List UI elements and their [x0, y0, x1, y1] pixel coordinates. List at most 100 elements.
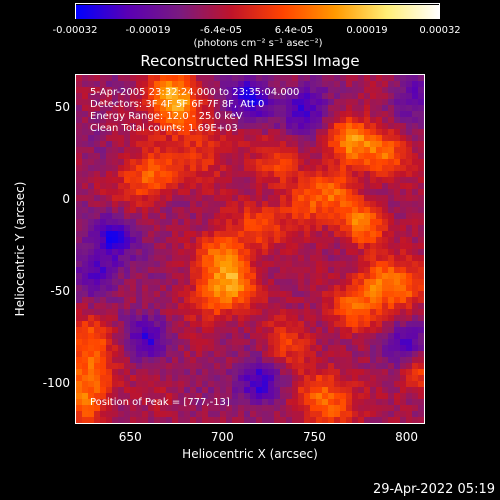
heatmap-cell — [274, 219, 281, 226]
heatmap-cell — [304, 357, 311, 364]
heatmap-cell — [382, 303, 389, 310]
heatmap-cell — [112, 159, 119, 166]
heatmap-cell — [334, 363, 341, 370]
heatmap-cell — [400, 345, 407, 352]
heatmap-cell — [178, 315, 185, 322]
heatmap-cell — [118, 135, 125, 142]
heatmap-cell — [214, 183, 221, 190]
heatmap-cell — [232, 339, 239, 346]
heatmap-cell — [214, 267, 221, 274]
heatmap-cell — [178, 339, 185, 346]
heatmap-cell — [250, 249, 257, 256]
heatmap-cell — [298, 219, 305, 226]
heatmap-cell — [280, 147, 287, 154]
heatmap-cell — [382, 99, 389, 106]
heatmap-cell — [196, 249, 203, 256]
heatmap-cell — [352, 93, 359, 100]
heatmap-cell — [364, 183, 371, 190]
heatmap-cell — [106, 417, 113, 423]
heatmap-cell — [250, 321, 257, 328]
heatmap-cell — [274, 339, 281, 346]
heatmap-cell — [178, 285, 185, 292]
heatmap-cell — [244, 267, 251, 274]
heatmap-cell — [382, 135, 389, 142]
heatmap-cell — [76, 279, 83, 286]
heatmap-cell — [376, 165, 383, 172]
heatmap-cell — [382, 147, 389, 154]
heatmap-cell — [160, 231, 167, 238]
heatmap-cell — [352, 411, 359, 418]
heatmap-cell — [316, 405, 323, 412]
heatmap-cell — [334, 231, 341, 238]
heatmap-cell — [130, 207, 137, 214]
heatmap-cell — [250, 351, 257, 358]
heatmap-cell — [328, 189, 335, 196]
heatmap-cell — [280, 237, 287, 244]
heatmap-cell — [376, 405, 383, 412]
heatmap-cell — [160, 411, 167, 418]
heatmap-cell — [82, 117, 89, 124]
heatmap-cell — [148, 201, 155, 208]
heatmap-cell — [100, 147, 107, 154]
heatmap-cell — [292, 237, 299, 244]
heatmap-cell — [208, 273, 215, 280]
heatmap-cell — [316, 237, 323, 244]
heatmap-cell — [238, 387, 245, 394]
heatmap-cell — [346, 399, 353, 406]
heatmap-cell — [190, 117, 197, 124]
heatmap-cell — [316, 279, 323, 286]
heatmap-cell — [136, 231, 143, 238]
heatmap-cell — [112, 87, 119, 94]
heatmap-cell — [358, 249, 365, 256]
heatmap-cell — [130, 153, 137, 160]
heatmap-cell — [298, 171, 305, 178]
heatmap-cell — [112, 129, 119, 136]
heatmap-cell — [370, 237, 377, 244]
heatmap-cell — [382, 315, 389, 322]
heatmap-cell — [406, 321, 413, 328]
heatmap-cell — [154, 141, 161, 148]
image-plot-area: 5-Apr-2005 23:32:24.000 to 23:35:04.000 … — [75, 74, 425, 424]
heatmap-cell — [124, 135, 131, 142]
heatmap-cell — [160, 129, 167, 136]
heatmap-cell — [238, 297, 245, 304]
heatmap-cell — [244, 225, 251, 232]
heatmap-cell — [202, 357, 209, 364]
heatmap-cell — [274, 189, 281, 196]
heatmap-cell — [208, 171, 215, 178]
heatmap-cell — [196, 195, 203, 202]
heatmap-cell — [406, 219, 413, 226]
heatmap-cell — [292, 183, 299, 190]
heatmap-cell — [88, 357, 95, 364]
heatmap-cell — [106, 345, 113, 352]
heatmap-cell — [154, 381, 161, 388]
heatmap-cell — [118, 225, 125, 232]
heatmap-cell — [370, 159, 377, 166]
heatmap-cell — [412, 279, 419, 286]
heatmap-cell — [250, 417, 257, 423]
heatmap-cell — [220, 87, 227, 94]
heatmap-cell — [286, 327, 293, 334]
heatmap-cell — [292, 93, 299, 100]
heatmap-cell — [172, 237, 179, 244]
heatmap-cell — [154, 339, 161, 346]
heatmap-cell — [382, 183, 389, 190]
heatmap-cell — [346, 231, 353, 238]
heatmap-cell — [190, 381, 197, 388]
heatmap-cell — [124, 267, 131, 274]
heatmap-cell — [220, 249, 227, 256]
heatmap-cell — [334, 417, 341, 423]
heatmap-cell — [76, 261, 83, 268]
heatmap-cell — [220, 201, 227, 208]
heatmap-cell — [370, 81, 377, 88]
heatmap-cell — [400, 231, 407, 238]
heatmap-cell — [142, 135, 149, 142]
heatmap-cell — [166, 189, 173, 196]
heatmap-cell — [178, 171, 185, 178]
heatmap-cell — [304, 303, 311, 310]
heatmap-cell — [370, 201, 377, 208]
heatmap-cell — [280, 291, 287, 298]
heatmap-cell — [292, 309, 299, 316]
heatmap-cell — [364, 225, 371, 232]
heatmap-cell — [286, 93, 293, 100]
